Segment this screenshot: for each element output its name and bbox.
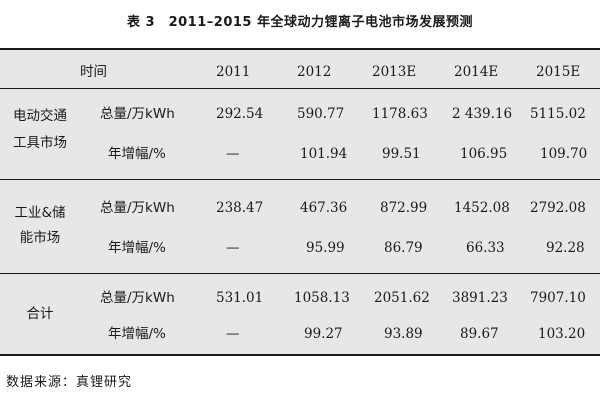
table-cell: — (226, 326, 240, 342)
table-cell: — (226, 146, 240, 162)
table-cell: 93.89 (384, 326, 423, 342)
table-cell: 1058.13 (294, 290, 350, 306)
table-cell: 2792.08 (530, 200, 586, 216)
table-cell: 86.79 (384, 240, 423, 256)
table-cell: — (226, 240, 240, 256)
header-year-2013: 2013E (372, 64, 417, 80)
row-metric: 年增幅/% (108, 326, 166, 342)
table-title: 表 3 2011–2015 年全球动力锂离子电池市场发展预测 (127, 15, 473, 30)
table-cell: 106.95 (460, 146, 508, 162)
table-cell: 89.67 (460, 326, 499, 342)
header-time: 时间 (80, 64, 107, 80)
header-year-2014: 2014E (454, 64, 499, 80)
header-year-2011: 2011 (216, 64, 251, 80)
group-label-industry-line2: 能市场 (19, 230, 61, 246)
table-cell: 2051.62 (374, 290, 430, 306)
group-label-ev-line2: 工具市场 (13, 135, 67, 151)
forecast-table: 时间 2011 2012 2013E 2014E 2015E 电动交通 工具市场… (0, 48, 600, 356)
table-cell: 1178.63 (372, 106, 428, 122)
table-cell: 95.99 (306, 240, 345, 256)
table-cell: 109.70 (540, 146, 588, 162)
table-cell: 92.28 (546, 240, 585, 256)
row-metric: 总量/万kWh (100, 106, 175, 122)
table-cell: 2 439.16 (452, 106, 513, 122)
group-label-industry-line1: 工业&储 (14, 205, 66, 221)
top-rule (0, 48, 600, 50)
row-metric: 年增幅/% (108, 146, 166, 162)
bottom-rule (0, 354, 600, 356)
table-cell: 872.99 (380, 200, 428, 216)
group-rule (0, 179, 600, 180)
table-cell: 99.27 (304, 326, 343, 342)
header-year-2015: 2015E (536, 64, 581, 80)
table-cell: 101.94 (300, 146, 348, 162)
table-cell: 99.51 (382, 146, 421, 162)
table-cell: 590.77 (297, 106, 345, 122)
table-cell: 1452.08 (454, 200, 510, 216)
group-rule (0, 273, 600, 274)
source-note: 数据来源：真锂研究 (6, 375, 133, 390)
table-cell: 3891.23 (452, 290, 508, 306)
table-cell: 467.36 (300, 200, 348, 216)
group-label-ev-line1: 电动交通 (13, 108, 67, 124)
group-label-total: 合计 (26, 306, 54, 322)
row-metric: 总量/万kWh (100, 200, 175, 216)
table-cell: 5115.02 (530, 106, 586, 122)
table-cell: 238.47 (216, 200, 264, 216)
row-metric: 总量/万kWh (100, 290, 175, 306)
table-cell: 7907.10 (530, 290, 586, 306)
row-metric: 年增幅/% (108, 240, 166, 256)
table-cell: 66.33 (466, 240, 505, 256)
table-cell: 531.01 (216, 290, 264, 306)
header-rule (0, 88, 600, 89)
header-year-2012: 2012 (297, 64, 332, 80)
table-cell: 103.20 (538, 326, 586, 342)
table-cell: 292.54 (216, 106, 264, 122)
